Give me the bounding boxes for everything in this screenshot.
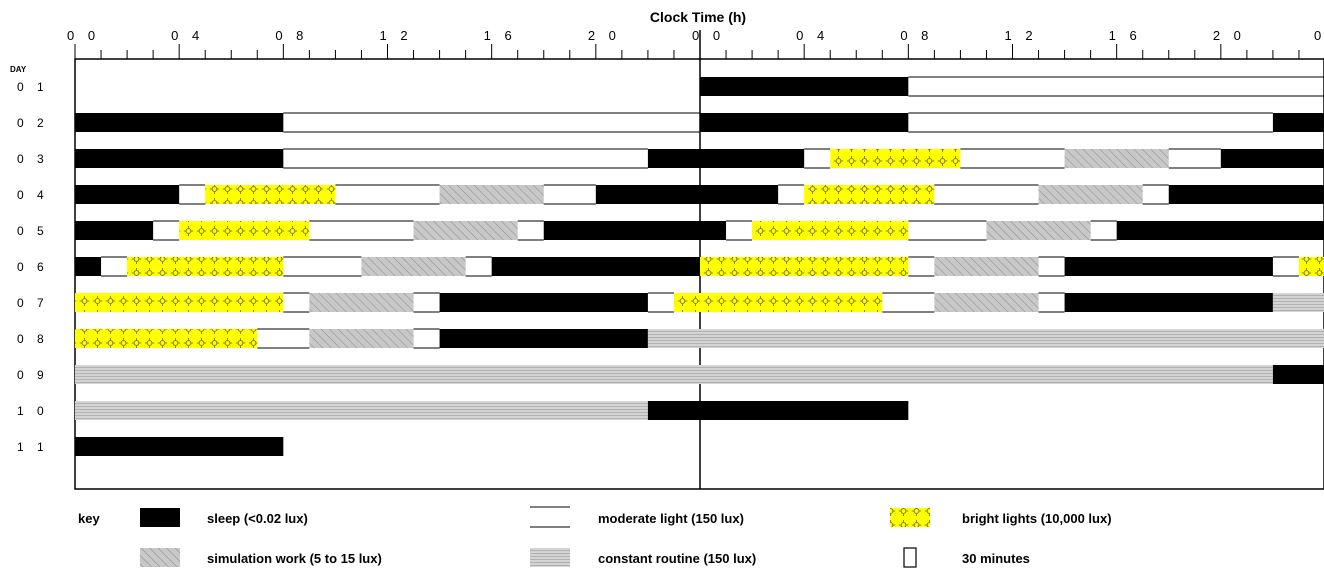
legend-swatch-constant [530,548,570,567]
x-tick-label: 1 2 [380,28,413,43]
legend-label-moderate: moderate light (150 lux) [598,511,744,526]
segment-sleep-right [1064,257,1273,276]
segment-sleep-left [75,221,154,240]
segment-sleep-left [647,401,700,420]
segment-sleep-left [439,329,648,348]
x-tick-label: 0 0 [67,28,100,43]
day-label: 0 2 [17,116,49,130]
legend-swatch-simulation [140,548,180,567]
segment-sleep-left [647,149,700,168]
legend-label-constant: constant routine (150 lux) [598,551,756,566]
segment-sleep-right [1064,293,1273,312]
segment-sim-left [309,293,414,312]
x-tick-label: 0 8 [900,28,933,43]
segment-sleep-left [75,149,284,168]
day-label: 0 4 [17,188,49,202]
x-tick-label: 2 0 [588,28,621,43]
day-label: 0 9 [17,368,49,382]
legend-swatch-30-minutes [903,547,917,568]
segment-sleep-right [1272,113,1324,132]
segment-sleep-left [439,293,648,312]
segment-sim-right [986,221,1091,240]
segment-sleep-left [75,257,102,276]
legend-label-simulation: simulation work (5 to 15 lux) [207,551,382,566]
legend-swatch-bright [890,508,930,527]
segment-bright-left [75,293,284,312]
segment-bright-right [700,293,883,312]
segment-sleep-right [1116,221,1324,240]
segment-constant-left [75,365,700,384]
segment-sim-left [439,185,544,204]
segment-sim-left [413,221,518,240]
segment-sleep-left [75,113,284,132]
day-labels: 0 1 0 2 0 3 0 4 0 5 0 6 0 7 0 8 0 9 1 0 1 1 [17,80,49,454]
segment-bright-right [700,257,909,276]
segment-bright-right [804,185,935,204]
x-tick-label: 1 6 [484,28,517,43]
day-label: 0 8 [17,332,49,346]
x-tick-label: 1 2 [1005,28,1038,43]
day-label: 1 0 [17,404,49,418]
legend-title: key [78,511,100,526]
x-tick-label: 0 4 [796,28,829,43]
segment-constant-left [647,329,700,348]
segment-sleep-left [595,185,700,204]
segment-sim-right [934,293,1039,312]
segment-bright-left [179,221,310,240]
segment-sleep-right [1272,365,1324,384]
day-label: 0 1 [17,80,49,94]
segment-bright-left [127,257,284,276]
x-tick-label: 1 6 [1109,28,1142,43]
segment-bright-left [673,293,700,312]
day-label: 1 1 [17,440,49,454]
segment-bright-right [752,221,909,240]
x-tick-label: 0 4 [171,28,204,43]
segment-sleep-left [75,185,180,204]
legend-label-sleep: sleep (<0.02 lux) [207,511,308,526]
segment-constant-right [1272,293,1324,312]
segment-sleep-left [75,437,284,456]
segment-sleep-right [700,401,909,420]
segment-sim-left [309,329,414,348]
x-tick-label: 0 8 [275,28,308,43]
segment-bright-left [75,329,258,348]
segment-sleep-right [1168,185,1324,204]
segment-sleep-right [700,149,805,168]
x-tick-label: 0 [1314,28,1324,43]
schedule-bars [75,76,1324,456]
segment-sleep-right [700,221,727,240]
segment-bright-left [205,185,336,204]
segment-sim-right [934,257,1039,276]
chart-title: Clock Time (h) [650,9,746,25]
x-axis-tick-labels: 0 0 0 4 0 8 1 2 1 6 2 0 0 0 0 4 0 8 1 2 1 6 2 0 0 [67,28,1324,43]
segment-sleep-right [1220,149,1324,168]
segment-sleep-left [491,257,700,276]
day-label: 0 3 [17,152,49,166]
segment-bright-right [830,149,961,168]
legend-swatch-sleep [140,508,180,527]
segment-constant-right [700,365,1273,384]
legend: key sleep (<0.02 lux) moderate light (15… [78,506,1112,568]
segment-sleep-right [700,77,909,96]
day-label: 0 7 [17,296,49,310]
segment-sim-right [1038,185,1143,204]
day-axis-header: DAY [10,65,27,74]
legend-label-30-minutes: 30 minutes [962,551,1030,566]
segment-sleep-left [543,221,700,240]
segment-sleep-right [700,185,779,204]
day-label: 0 5 [17,224,49,238]
x-tick-label: 2 0 [1213,28,1246,43]
segment-sim-left [361,257,466,276]
segment-sim-right [1064,149,1169,168]
x-axis-ticks [74,44,1300,59]
day-label: 0 6 [17,260,49,274]
x-tick-label: 0 0 [692,28,725,43]
segment-constant-right [700,329,1324,348]
segment-bright-right [1298,257,1324,276]
segment-constant-left [75,401,648,420]
legend-label-bright: bright lights (10,000 lux) [962,511,1112,526]
segment-sleep-right [700,113,909,132]
